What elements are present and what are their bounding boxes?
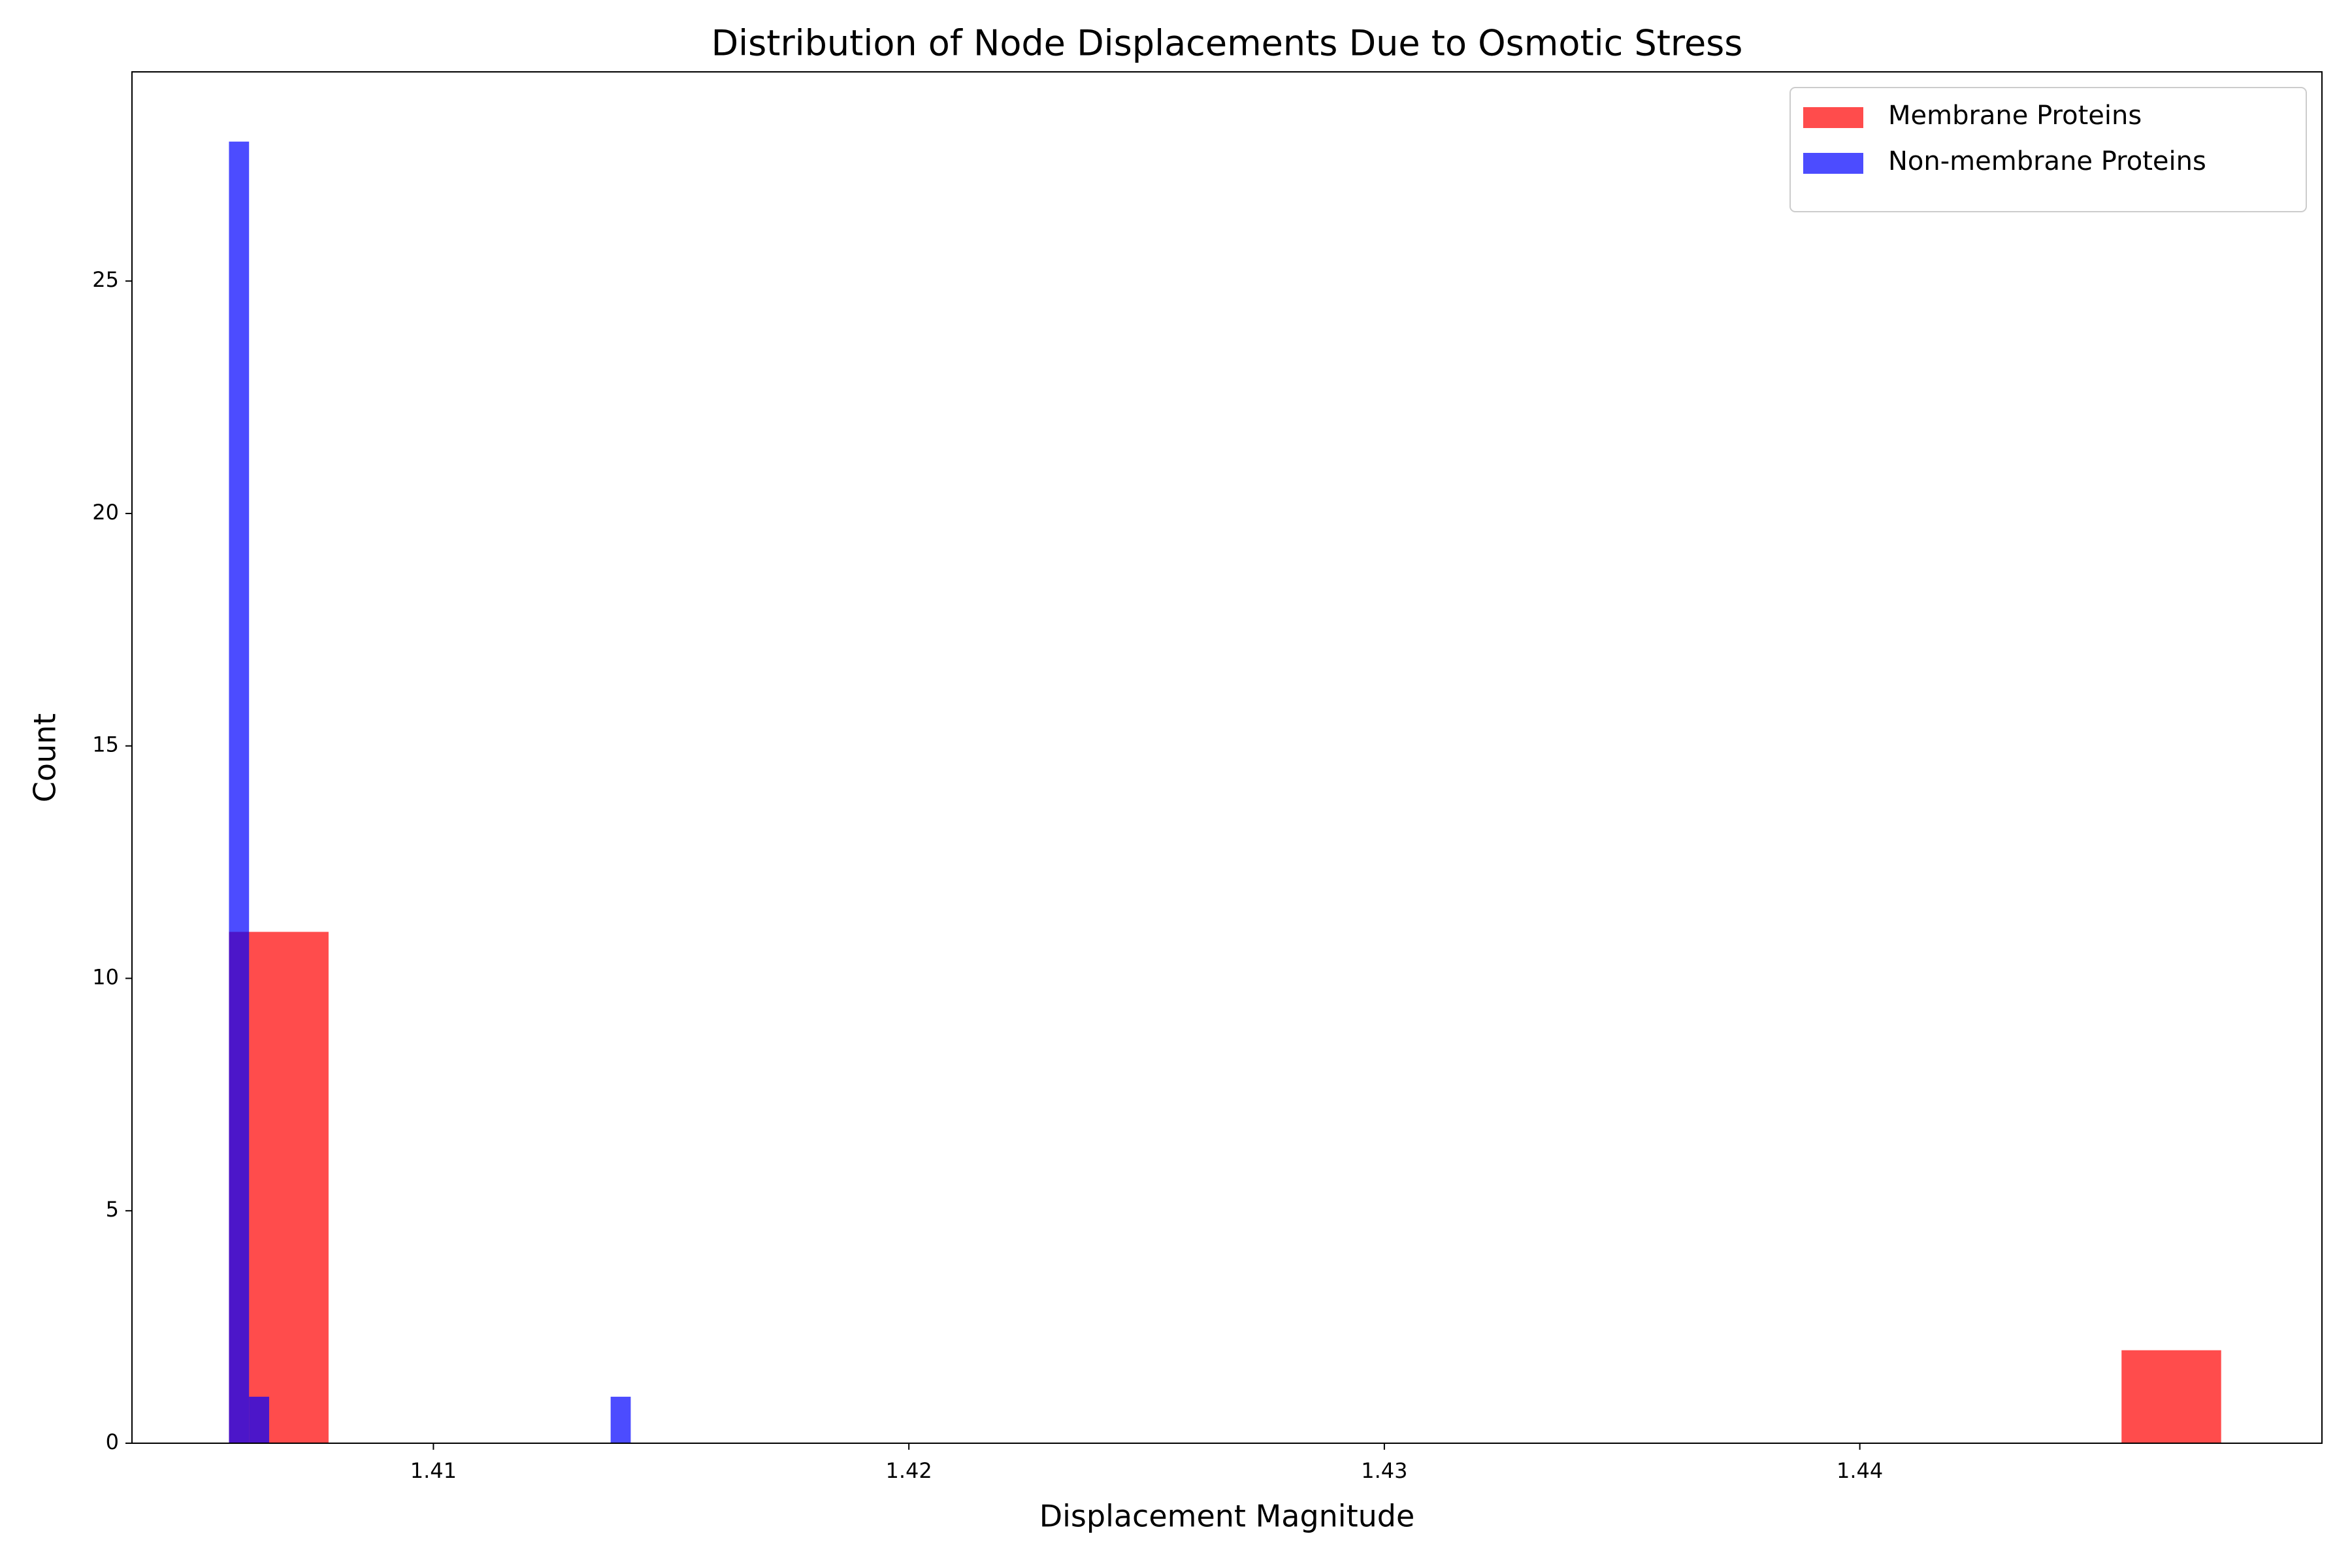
bar [229, 141, 250, 1444]
x-tick-label: 1.41 [410, 1458, 457, 1483]
y-tick-label: 0 [106, 1429, 119, 1454]
x-tick-label: 1.43 [1361, 1458, 1407, 1483]
bar [249, 1396, 269, 1443]
legend-label: Membrane Proteins [1888, 101, 2142, 131]
x-tick-label: 1.44 [1837, 1458, 1883, 1483]
legend-label: Non-membrane Proteins [1888, 146, 2206, 176]
legend-swatch [1803, 153, 1863, 174]
plot-frame [131, 71, 2323, 1444]
y-tick-label: 20 [92, 500, 119, 525]
chart-title: Distribution of Node Displacements Due t… [711, 23, 1743, 64]
y-tick-label: 5 [106, 1197, 119, 1222]
x-tick-label: 1.42 [886, 1458, 932, 1483]
y-tick-label: 25 [92, 267, 119, 292]
y-tick-label: 10 [92, 964, 119, 989]
x-axis-label: Displacement Magnitude [1039, 1499, 1415, 1534]
legend-box [1789, 87, 2307, 212]
bar [2121, 1350, 2221, 1443]
legend-swatch [1803, 107, 1863, 128]
y-tick-label: 15 [92, 732, 119, 757]
bar [610, 1396, 631, 1443]
y-axis-label: Count [27, 713, 63, 803]
